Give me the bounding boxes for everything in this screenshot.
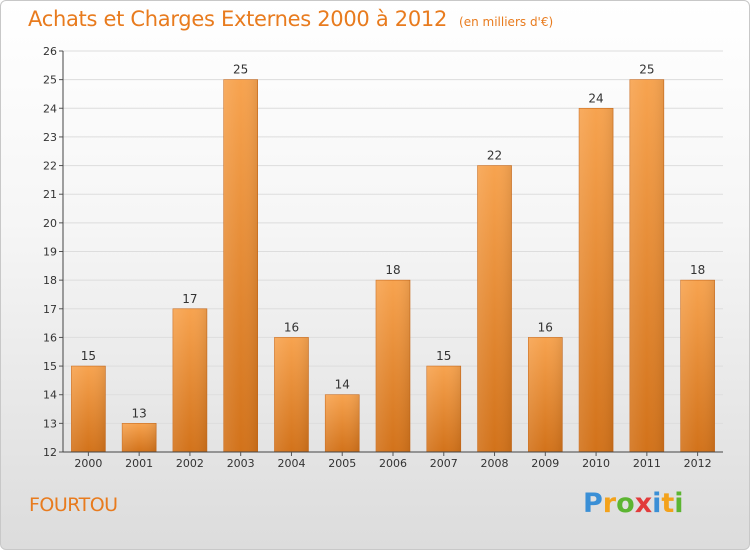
bar-shade xyxy=(223,79,258,453)
x-tick-label: 2006 xyxy=(379,457,407,470)
y-tick-label: 17 xyxy=(43,303,57,316)
y-tick-label: 16 xyxy=(43,331,57,344)
y-tick-label: 18 xyxy=(43,274,57,287)
bar-value-label: 14 xyxy=(335,378,350,392)
bar-shade xyxy=(426,366,461,452)
bar-shade xyxy=(122,423,157,452)
bar-shade xyxy=(528,337,563,452)
bar-value-label: 16 xyxy=(284,320,299,334)
bar-value-label: 25 xyxy=(639,63,654,77)
bar-value-label: 18 xyxy=(385,263,400,277)
x-tick-label: 2001 xyxy=(125,457,153,470)
bars: 15 13 17 25 16 14 18 15 22 16 24 25 18 xyxy=(71,63,715,453)
bar-value-label: 18 xyxy=(690,263,705,277)
logo-letter: t xyxy=(661,488,675,519)
logo-letter: r xyxy=(602,488,617,519)
chart-subtitle: (en milliers d'€) xyxy=(459,15,554,29)
bar-shade xyxy=(376,280,410,452)
bar-shade xyxy=(274,337,309,452)
y-tick-label: 14 xyxy=(43,389,57,402)
bar-value-label: 15 xyxy=(436,349,451,363)
x-tick-label: 2008 xyxy=(481,457,509,470)
y-tick-label: 19 xyxy=(43,246,57,259)
bar-shade xyxy=(579,108,614,453)
y-tick-label: 25 xyxy=(43,74,57,87)
axes: 12 13 14 15 16 17 18 19 20 21 22 23 24 25 26 2000 2001 20… xyxy=(43,45,723,470)
y-tick-label: 15 xyxy=(43,360,57,373)
bar-shade xyxy=(325,394,360,452)
x-tick-label: 2010 xyxy=(582,457,610,470)
x-tick-label: 2011 xyxy=(633,457,661,470)
y-tick-label: 13 xyxy=(43,417,57,430)
y-tick-label: 22 xyxy=(43,160,57,173)
x-tick-label: 2009 xyxy=(531,457,559,470)
bar-shade xyxy=(477,165,512,453)
bar-value-label: 24 xyxy=(588,91,603,105)
x-tick-label: 2007 xyxy=(430,457,458,470)
y-tick-label: 24 xyxy=(43,102,57,115)
bar-value-label: 16 xyxy=(538,320,553,334)
bar-value-label: 17 xyxy=(182,292,197,306)
bar-shade xyxy=(172,308,207,452)
y-tick-label: 21 xyxy=(43,188,57,201)
bar-shade xyxy=(71,366,106,452)
logo-letter: o xyxy=(616,488,635,519)
x-tick-label: 2005 xyxy=(328,457,356,470)
x-tick-label: 2002 xyxy=(176,457,204,470)
chart-title: Achats et Charges Externes 2000 à 2012 xyxy=(28,7,448,31)
bar-value-label: 13 xyxy=(132,406,147,420)
y-tick-label: 23 xyxy=(43,131,57,144)
logo-letter: x xyxy=(634,488,653,519)
bar-value-label: 22 xyxy=(487,149,502,163)
title-row: Achats et Charges Externes 2000 à 2012 (e… xyxy=(28,7,553,31)
x-tick-label: 2000 xyxy=(74,457,102,470)
x-tick-label: 2012 xyxy=(684,457,712,470)
y-tick-label: 12 xyxy=(43,446,57,459)
bar-shade xyxy=(629,79,664,453)
logo-letter: P xyxy=(583,488,603,519)
bar-value-label: 15 xyxy=(81,349,96,363)
x-tick-label: 2004 xyxy=(277,457,305,470)
y-tick-label: 26 xyxy=(43,45,57,58)
y-tick-label: 20 xyxy=(43,217,57,230)
logo-letter: i xyxy=(674,488,684,519)
bar-shade xyxy=(680,280,715,452)
x-tick-label: 2003 xyxy=(227,457,255,470)
bar-value-label: 25 xyxy=(233,63,248,77)
commune-name: FOURTOU xyxy=(29,494,118,516)
proxiti-logo[interactable]: Proxiti xyxy=(583,488,684,519)
logo-letter: i xyxy=(652,488,662,519)
